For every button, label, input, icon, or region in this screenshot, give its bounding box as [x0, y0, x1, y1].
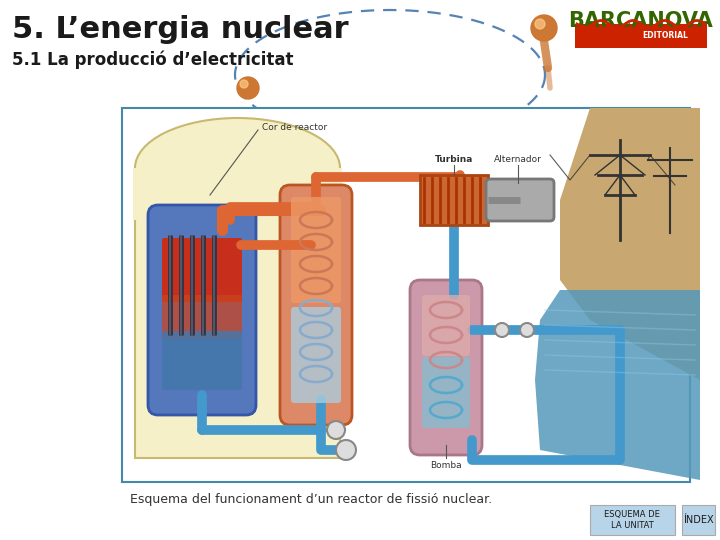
Text: Turbina: Turbina [435, 156, 473, 165]
Text: Esquema del funcionament d’un reactor de fissió nuclear.: Esquema del funcionament d’un reactor de… [130, 494, 492, 507]
Bar [133, 168, 342, 220]
Text: Alternador: Alternador [494, 156, 542, 165]
FancyBboxPatch shape [682, 505, 715, 535]
FancyBboxPatch shape [420, 175, 488, 225]
FancyBboxPatch shape [590, 505, 675, 535]
Polygon shape [560, 108, 700, 380]
FancyBboxPatch shape [486, 179, 554, 221]
Text: EDITORIAL: EDITORIAL [642, 31, 688, 40]
FancyBboxPatch shape [280, 185, 352, 425]
Circle shape [240, 80, 248, 88]
Circle shape [237, 77, 259, 99]
FancyBboxPatch shape [410, 280, 482, 455]
Ellipse shape [135, 118, 340, 218]
FancyBboxPatch shape [422, 357, 470, 428]
FancyBboxPatch shape [291, 197, 341, 303]
Circle shape [531, 15, 557, 41]
FancyBboxPatch shape [291, 307, 341, 403]
Text: ESQUEMA DE
LA UNITAT: ESQUEMA DE LA UNITAT [604, 510, 660, 530]
FancyBboxPatch shape [148, 205, 256, 415]
FancyBboxPatch shape [162, 295, 242, 339]
Circle shape [520, 323, 534, 337]
FancyBboxPatch shape [575, 24, 707, 48]
Circle shape [535, 19, 545, 29]
Circle shape [336, 440, 356, 460]
Circle shape [327, 421, 345, 439]
Polygon shape [535, 290, 700, 480]
Text: ÍNDEX: ÍNDEX [683, 515, 714, 525]
Circle shape [495, 323, 509, 337]
FancyBboxPatch shape [162, 331, 242, 390]
Text: Bomba: Bomba [430, 461, 462, 469]
Text: 5.1 La producció d’electricitat: 5.1 La producció d’electricitat [12, 51, 294, 69]
Text: Cor de reactor: Cor de reactor [262, 123, 328, 132]
FancyBboxPatch shape [135, 168, 340, 458]
Text: 5. L’energia nuclear: 5. L’energia nuclear [12, 16, 348, 44]
FancyBboxPatch shape [162, 238, 242, 302]
FancyBboxPatch shape [122, 108, 690, 482]
Text: BARCANOVA: BARCANOVA [569, 11, 714, 31]
FancyBboxPatch shape [422, 295, 470, 356]
